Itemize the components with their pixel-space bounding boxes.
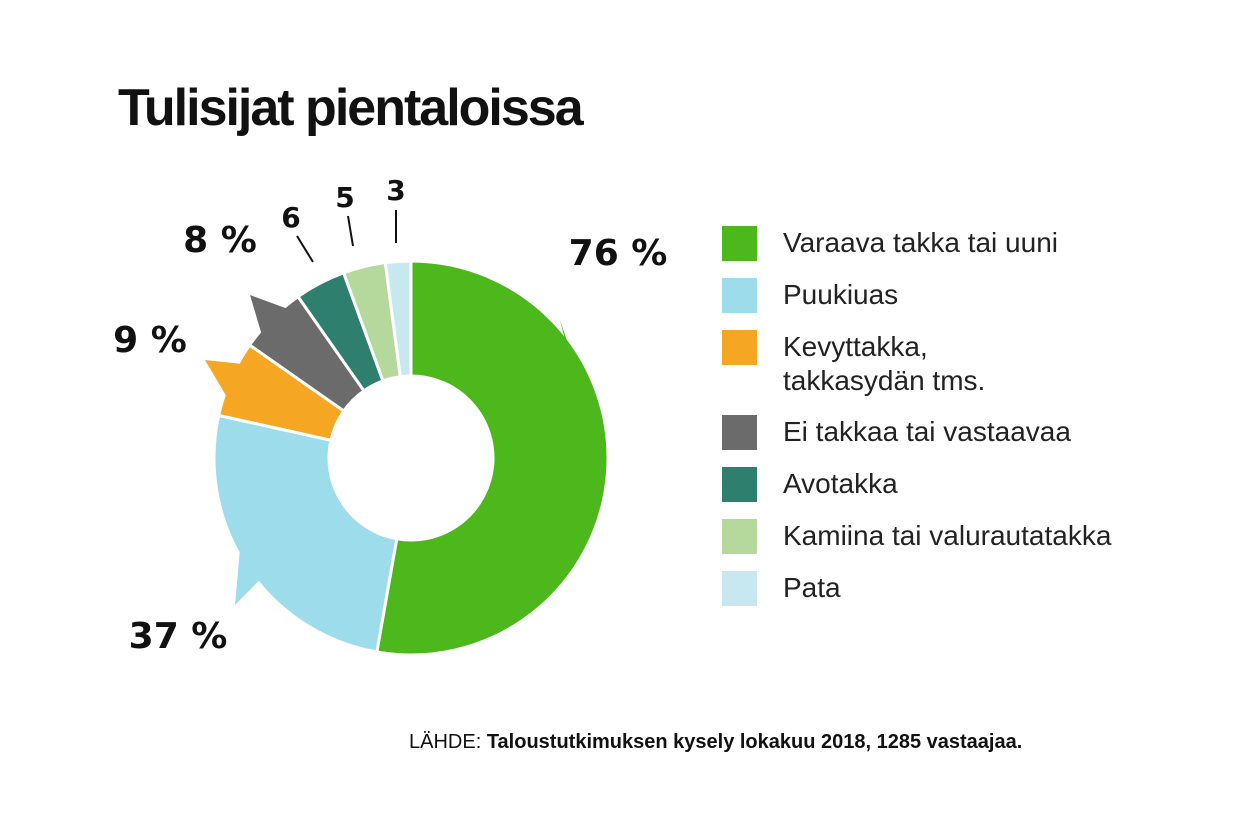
legend-item: Kamiina tai valurautatakka [722, 519, 1192, 554]
label-pointer [250, 295, 287, 334]
legend-swatch [722, 330, 757, 365]
donut-slices [212, 259, 610, 657]
label-pointer [235, 551, 260, 605]
legend-swatch [722, 519, 757, 554]
value-label: 5 [335, 181, 354, 214]
donut-slice [383, 259, 413, 379]
label-leader-line [347, 215, 354, 247]
source-text: Taloustutkimuksen kysely lokakuu 2018, 1… [486, 731, 1023, 753]
legend-label: Puukiuas [783, 279, 899, 310]
value-label: 6 [281, 201, 300, 234]
legend-swatch [722, 278, 757, 313]
donut-slice [375, 259, 610, 657]
legend-label: Varaava takka tai uuni [783, 227, 1058, 258]
legend-label: Pata [783, 572, 841, 603]
legend-label: Ei takkaa tai vastaavaa [783, 416, 1071, 447]
legend-item: Puukiuas [722, 278, 1192, 313]
legend-swatch [722, 415, 757, 450]
legend-label: Kevyttakka, takkasydän tms. [783, 331, 986, 396]
value-label: 37 % [129, 616, 228, 657]
value-label: 3 [386, 174, 405, 207]
legend-swatch [722, 226, 757, 261]
legend: Varaava takka tai uuni Puukiuas Kevyttakka… [722, 226, 1192, 623]
legend-item: Pata [722, 571, 1192, 606]
label-pointer [560, 320, 606, 493]
donut-chart: 76 % 37 % 9 % 8 % 6 5 3 [113, 174, 667, 657]
source-note: LÄHDE: Taloustutkimuksen kysely lokakuu … [409, 731, 1022, 754]
legend-swatch [722, 467, 757, 502]
value-labels: 76 % 37 % 9 % 8 % 6 5 3 [113, 174, 667, 657]
legend-item: Ei takkaa tai vastaavaa [722, 415, 1192, 450]
value-label: 8 % [183, 220, 257, 261]
legend-label: Avotakka [783, 468, 898, 499]
legend-item: Avotakka [722, 467, 1192, 502]
label-pointers [205, 210, 606, 605]
value-label: 76 % [569, 233, 668, 274]
donut-slice [212, 413, 399, 654]
legend-label: Kamiina tai valurautatakka [783, 520, 1112, 551]
source-prefix: LÄHDE: [409, 731, 487, 753]
legend-item: Varaava takka tai uuni [722, 226, 1192, 261]
legend-item: Kevyttakka, takkasydän tms. [722, 330, 1192, 398]
chart-title: Tulisijat pientaloissa [118, 79, 584, 137]
label-pointer [205, 360, 241, 396]
legend-swatch [722, 571, 757, 606]
label-leader-line [296, 235, 314, 263]
value-label: 9 % [113, 320, 187, 361]
